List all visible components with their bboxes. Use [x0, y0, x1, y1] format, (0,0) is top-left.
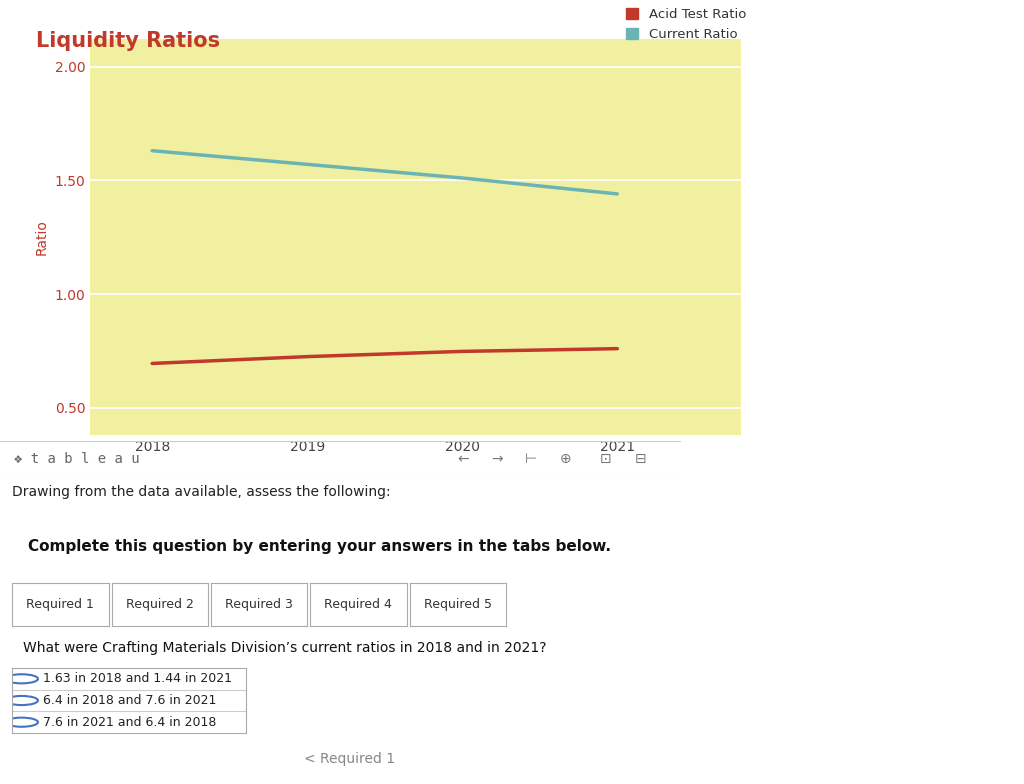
Text: 1.63 in 2018 and 1.44 in 2021: 1.63 in 2018 and 1.44 in 2021: [43, 673, 231, 685]
Text: Required 1: Required 1: [27, 597, 94, 611]
Text: Complete this question by entering your answers in the tabs below.: Complete this question by entering your …: [29, 539, 611, 554]
Text: Drawing from the data available, assess the following:: Drawing from the data available, assess …: [12, 485, 391, 499]
Text: Liquidity Ratios: Liquidity Ratios: [36, 31, 220, 52]
Legend: Acid Test Ratio, Current Ratio: Acid Test Ratio, Current Ratio: [627, 8, 746, 41]
Text: Required 4: Required 4: [325, 597, 392, 611]
Text: Required 3: Required 3: [225, 597, 293, 611]
Text: ❖ t a b l e a u: ❖ t a b l e a u: [13, 452, 139, 466]
Text: →: →: [492, 452, 503, 466]
Text: ←: ←: [458, 452, 469, 466]
Text: Required 5: Required 5: [424, 597, 492, 611]
Text: ⊡: ⊡: [600, 452, 612, 466]
Y-axis label: Ratio: Ratio: [35, 220, 49, 255]
Text: ⊢: ⊢: [525, 452, 538, 466]
Text: Required 2 >: Required 2 >: [457, 752, 559, 766]
Text: ⊟: ⊟: [634, 452, 646, 466]
Text: ⊕: ⊕: [559, 452, 571, 466]
Text: 7.6 in 2021 and 6.4 in 2018: 7.6 in 2021 and 6.4 in 2018: [43, 716, 216, 728]
Text: What were Crafting Materials Division’s current ratios in 2018 and in 2021?: What were Crafting Materials Division’s …: [24, 641, 547, 655]
Text: Required 2: Required 2: [126, 597, 194, 611]
Text: 6.4 in 2018 and 7.6 in 2021: 6.4 in 2018 and 7.6 in 2021: [43, 694, 216, 707]
Text: < Required 1: < Required 1: [304, 752, 394, 766]
